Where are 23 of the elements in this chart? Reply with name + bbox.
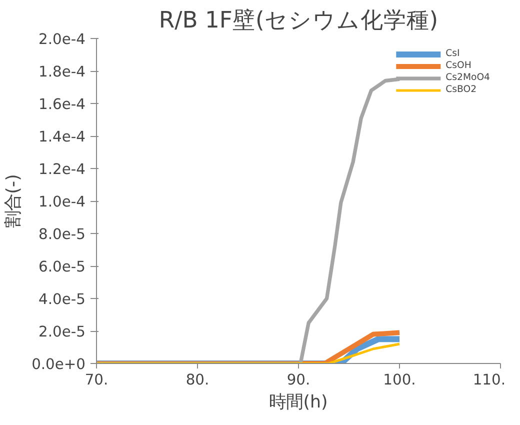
x-axis-title: 時間(h) <box>269 392 328 412</box>
legend-label: CsOH <box>446 60 472 71</box>
y-tick-label: 1.0e-4 <box>38 194 86 210</box>
chart-title: R/B 1F壁(セシウム化学種) <box>158 8 438 34</box>
x-tick-label: 110. <box>472 372 506 388</box>
x-tick-label: 100. <box>383 372 416 388</box>
y-tick-label: 2.0e-5 <box>38 324 86 340</box>
legend-label: CsI <box>446 48 461 59</box>
y-tick-label: 1.2e-4 <box>38 161 86 178</box>
legend-label: CsBO2 <box>446 84 477 95</box>
y-tick-label: 4.0e-5 <box>38 291 86 308</box>
y-tick-label: 1.6e-4 <box>38 96 86 113</box>
y-tick-label: 6.0e-5 <box>38 258 86 276</box>
y-tick-label: 0.0e+0 <box>32 356 86 373</box>
y-tick-label: 1.8e-4 <box>38 64 86 80</box>
y-tick-label: 2.0e-4 <box>38 31 86 48</box>
x-tick-label: 90. <box>286 372 310 388</box>
x-tick-label: 80. <box>186 372 210 388</box>
y-tick-label: 1.4e-4 <box>38 128 86 146</box>
legend-label: Cs2MoO4 <box>446 72 490 83</box>
y-axis-title: 割合(-) <box>4 174 24 228</box>
y-tick-label: 8.0e-5 <box>38 226 86 243</box>
x-tick-label: 70. <box>84 372 108 388</box>
